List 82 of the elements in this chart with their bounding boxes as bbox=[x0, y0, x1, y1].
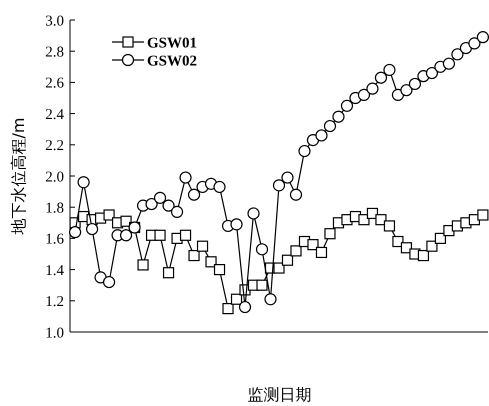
y-tick-label: 1.4 bbox=[45, 262, 64, 279]
point bbox=[426, 240, 438, 252]
y-tick-label: 2.2 bbox=[45, 138, 64, 154]
legend-label: GSW02 bbox=[147, 53, 198, 70]
point bbox=[324, 228, 336, 240]
y-tick-label: 1.2 bbox=[45, 294, 64, 310]
point bbox=[230, 294, 242, 305]
point bbox=[103, 209, 115, 221]
point bbox=[94, 271, 107, 284]
y-tick-label: 1.8 bbox=[45, 200, 64, 216]
point bbox=[170, 206, 184, 218]
point bbox=[222, 303, 234, 314]
point bbox=[366, 82, 379, 95]
point bbox=[408, 78, 422, 90]
point bbox=[120, 216, 132, 227]
point bbox=[374, 72, 388, 84]
legend-label: GSW01 bbox=[147, 35, 198, 52]
point bbox=[188, 188, 200, 201]
point bbox=[77, 176, 90, 188]
point bbox=[477, 209, 488, 221]
point bbox=[434, 232, 446, 244]
point bbox=[273, 262, 285, 274]
point bbox=[230, 218, 243, 230]
point bbox=[306, 134, 320, 146]
point bbox=[290, 245, 302, 256]
y-tick-label: 2.4 bbox=[45, 106, 64, 123]
y-tick-label: 2.0 bbox=[45, 169, 64, 186]
point bbox=[205, 256, 217, 268]
y-tick-label: 3.0 bbox=[45, 13, 64, 30]
point bbox=[102, 276, 116, 288]
point bbox=[324, 120, 336, 132]
point bbox=[392, 88, 404, 101]
point bbox=[332, 110, 345, 123]
point bbox=[282, 254, 294, 266]
point bbox=[69, 226, 82, 238]
point bbox=[154, 230, 166, 241]
y-tick-label: 2.8 bbox=[45, 44, 64, 60]
point bbox=[154, 192, 166, 204]
point bbox=[298, 144, 311, 158]
point bbox=[358, 214, 370, 226]
x-axis-title: 监测日期 bbox=[248, 385, 312, 404]
point bbox=[426, 66, 438, 80]
point bbox=[145, 198, 158, 210]
y-tick-label: 1.0 bbox=[45, 325, 64, 342]
point bbox=[358, 88, 370, 101]
point bbox=[384, 220, 396, 232]
point bbox=[188, 250, 200, 262]
point bbox=[451, 48, 464, 60]
y-tick-label: 1.6 bbox=[45, 232, 64, 248]
point bbox=[86, 222, 98, 236]
point bbox=[120, 229, 132, 242]
point bbox=[307, 239, 319, 250]
point bbox=[162, 200, 175, 212]
point bbox=[214, 264, 226, 276]
point bbox=[272, 179, 286, 192]
y-tick-label: 2.6 bbox=[45, 76, 64, 92]
point bbox=[418, 250, 430, 262]
point bbox=[315, 129, 328, 142]
point bbox=[290, 188, 302, 201]
point bbox=[196, 240, 208, 252]
point bbox=[476, 31, 489, 44]
point bbox=[383, 64, 396, 76]
point bbox=[400, 84, 413, 96]
point bbox=[247, 207, 260, 220]
point bbox=[213, 180, 226, 194]
point bbox=[256, 280, 268, 291]
point bbox=[162, 267, 174, 278]
point bbox=[264, 293, 277, 306]
point bbox=[340, 100, 354, 112]
y-axis-title: 地下水位高程/m bbox=[9, 118, 28, 236]
point bbox=[468, 37, 481, 50]
point bbox=[460, 42, 472, 54]
point bbox=[400, 242, 412, 254]
point bbox=[179, 171, 192, 184]
point bbox=[375, 214, 387, 226]
point bbox=[256, 243, 268, 256]
point bbox=[238, 300, 252, 314]
point bbox=[137, 259, 149, 271]
point bbox=[180, 230, 192, 241]
point bbox=[316, 246, 328, 258]
point bbox=[281, 171, 294, 184]
point bbox=[442, 58, 456, 70]
